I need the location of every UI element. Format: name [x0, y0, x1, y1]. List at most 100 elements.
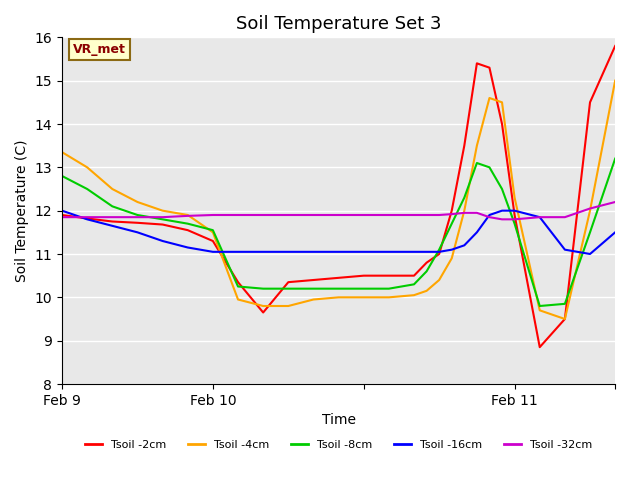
Tsoil -16cm [385, 249, 393, 255]
Tsoil -16cm [83, 216, 91, 222]
Title: Soil Temperature Set 3: Soil Temperature Set 3 [236, 15, 442, 33]
Tsoil -4cm [498, 99, 506, 105]
Tsoil -8cm [586, 229, 594, 235]
Tsoil -32cm [423, 212, 431, 218]
Tsoil -2cm [561, 316, 569, 322]
Line: Tsoil -8cm: Tsoil -8cm [62, 159, 615, 306]
Tsoil -8cm [108, 204, 116, 209]
Tsoil -4cm [448, 255, 456, 261]
Tsoil -8cm [473, 160, 481, 166]
Tsoil -2cm [410, 273, 418, 278]
Tsoil -4cm [184, 212, 191, 218]
Line: Tsoil -2cm: Tsoil -2cm [62, 46, 615, 347]
Tsoil -2cm [473, 60, 481, 66]
Tsoil -2cm [498, 121, 506, 127]
Line: Tsoil -4cm: Tsoil -4cm [62, 81, 615, 319]
Tsoil -4cm [473, 143, 481, 148]
Tsoil -4cm [259, 303, 267, 309]
Tsoil -4cm [284, 303, 292, 309]
Tsoil -8cm [58, 173, 66, 179]
Tsoil -32cm [134, 214, 141, 220]
Tsoil -2cm [511, 212, 518, 218]
Tsoil -2cm [108, 218, 116, 224]
Tsoil -16cm [410, 249, 418, 255]
Tsoil -32cm [511, 216, 518, 222]
Tsoil -4cm [486, 95, 493, 101]
Tsoil -2cm [159, 222, 166, 228]
Tsoil -8cm [410, 281, 418, 287]
Tsoil -16cm [108, 223, 116, 228]
Tsoil -16cm [159, 238, 166, 244]
Tsoil -16cm [423, 249, 431, 255]
Tsoil -16cm [435, 249, 443, 255]
Tsoil -16cm [511, 208, 518, 214]
Tsoil -2cm [423, 260, 431, 265]
Tsoil -16cm [473, 229, 481, 235]
Tsoil -32cm [473, 210, 481, 216]
Tsoil -4cm [58, 149, 66, 155]
Tsoil -4cm [360, 294, 367, 300]
Line: Tsoil -16cm: Tsoil -16cm [62, 211, 615, 254]
Tsoil -4cm [335, 294, 342, 300]
Tsoil -32cm [209, 212, 217, 218]
Tsoil -8cm [385, 286, 393, 291]
Tsoil -16cm [561, 247, 569, 252]
Tsoil -16cm [58, 208, 66, 214]
Tsoil -32cm [310, 212, 317, 218]
Tsoil -16cm [259, 249, 267, 255]
Tsoil -4cm [83, 165, 91, 170]
Tsoil -32cm [159, 214, 166, 220]
Tsoil -8cm [83, 186, 91, 192]
Tsoil -2cm [460, 143, 468, 148]
Tsoil -16cm [310, 249, 317, 255]
Tsoil -32cm [335, 212, 342, 218]
Tsoil -8cm [234, 284, 242, 289]
Tsoil -8cm [536, 303, 543, 309]
Tsoil -8cm [460, 195, 468, 201]
Tsoil -32cm [410, 212, 418, 218]
Tsoil -16cm [360, 249, 367, 255]
Tsoil -32cm [234, 212, 242, 218]
Tsoil -2cm [360, 273, 367, 278]
Tsoil -32cm [486, 214, 493, 220]
Tsoil -32cm [108, 214, 116, 220]
Tsoil -16cm [234, 249, 242, 255]
Tsoil -16cm [586, 251, 594, 257]
Tsoil -4cm [423, 288, 431, 294]
Tsoil -2cm [385, 273, 393, 278]
Tsoil -32cm [611, 199, 619, 205]
Tsoil -2cm [335, 275, 342, 281]
Tsoil -2cm [586, 99, 594, 105]
Tsoil -8cm [435, 247, 443, 252]
Tsoil -8cm [259, 286, 267, 291]
Tsoil -32cm [385, 212, 393, 218]
Tsoil -32cm [460, 210, 468, 216]
Tsoil -32cm [259, 212, 267, 218]
Tsoil -32cm [448, 211, 456, 217]
Tsoil -16cm [448, 247, 456, 252]
Tsoil -32cm [58, 214, 66, 220]
Tsoil -4cm [435, 277, 443, 283]
Tsoil -4cm [134, 199, 141, 205]
Tsoil -2cm [259, 310, 267, 315]
Tsoil -16cm [498, 208, 506, 214]
Tsoil -8cm [134, 212, 141, 218]
Tsoil -32cm [498, 216, 506, 222]
Tsoil -4cm [586, 208, 594, 214]
Tsoil -16cm [134, 229, 141, 235]
Tsoil -32cm [536, 214, 543, 220]
Tsoil -16cm [209, 249, 217, 255]
Tsoil -4cm [385, 294, 393, 300]
Y-axis label: Soil Temperature (C): Soil Temperature (C) [15, 139, 29, 282]
Tsoil -2cm [611, 43, 619, 49]
Tsoil -16cm [611, 229, 619, 235]
Tsoil -8cm [184, 221, 191, 227]
Tsoil -4cm [561, 316, 569, 322]
Tsoil -8cm [310, 286, 317, 291]
Tsoil -2cm [536, 344, 543, 350]
Text: VR_met: VR_met [73, 43, 126, 56]
Tsoil -2cm [435, 251, 443, 257]
Tsoil -4cm [234, 297, 242, 302]
Tsoil -8cm [561, 301, 569, 307]
Tsoil -16cm [284, 249, 292, 255]
